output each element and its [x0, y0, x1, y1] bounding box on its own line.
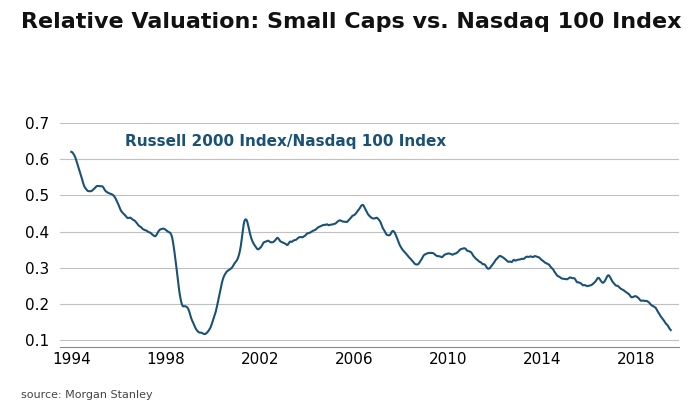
Text: Russell 2000 Index/Nasdaq 100 Index: Russell 2000 Index/Nasdaq 100 Index — [125, 134, 447, 149]
Text: Relative Valuation: Small Caps vs. Nasdaq 100 Index: Relative Valuation: Small Caps vs. Nasda… — [21, 12, 682, 32]
Text: source: Morgan Stanley: source: Morgan Stanley — [21, 390, 153, 400]
